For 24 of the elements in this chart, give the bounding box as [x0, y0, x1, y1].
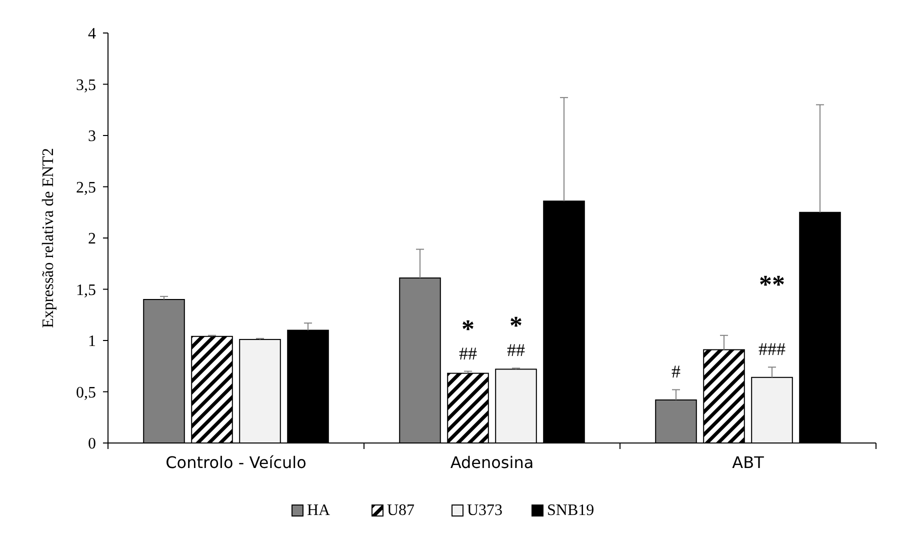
- legend-label: HA: [307, 502, 331, 519]
- y-tick-label: 1,5: [76, 282, 96, 299]
- y-tick-label: 1: [88, 333, 96, 350]
- annotation: #: [672, 362, 680, 382]
- y-axis-title: Expressão relativa de ENT2: [40, 148, 57, 328]
- x-tick-label: Controlo - Veículo: [166, 453, 306, 472]
- legend-label: U87: [387, 502, 415, 519]
- x-tick-label: ABT: [732, 453, 764, 472]
- annotation: *: [462, 314, 474, 344]
- y-tick-label: 3,5: [76, 76, 96, 94]
- y-tick-label: 2,5: [76, 179, 96, 196]
- annotation: **: [759, 270, 785, 300]
- annotation: ##: [459, 343, 477, 364]
- y-tick-label: 2: [88, 230, 96, 248]
- y-tick-label: 0,5: [76, 384, 96, 402]
- annotation: ##: [507, 340, 525, 360]
- annotation: *: [510, 311, 522, 340]
- y-tick-label: 0: [88, 436, 96, 453]
- legend-label: SNB19: [547, 502, 594, 519]
- y-tick-label: 4: [88, 26, 96, 43]
- y-tick-label: 3: [88, 128, 96, 146]
- legend-label: U373: [467, 502, 503, 519]
- annotation: ###: [758, 339, 786, 360]
- x-tick-label: Adenosina: [450, 453, 534, 472]
